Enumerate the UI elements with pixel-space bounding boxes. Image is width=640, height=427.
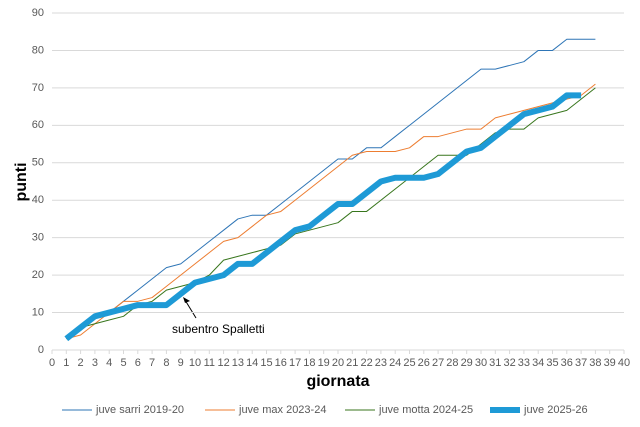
x-tick-label: 15: [260, 357, 272, 369]
x-tick-label: 12: [217, 357, 229, 369]
y-tick-label: 70: [32, 82, 44, 94]
x-tick-label: 19: [318, 357, 330, 369]
x-tick-label: 24: [389, 357, 401, 369]
x-tick-label: 3: [92, 357, 98, 369]
legend-label: juve max 2023-24: [238, 404, 326, 416]
y-tick-label: 40: [32, 194, 44, 206]
x-tick-label: 27: [432, 357, 444, 369]
y-tick-label: 30: [32, 232, 44, 244]
x-tick-label: 14: [246, 357, 258, 369]
x-tick-label: 32: [503, 357, 515, 369]
x-tick-label: 0: [49, 357, 55, 369]
x-tick-label: 13: [232, 357, 244, 369]
x-tick-label: 16: [275, 357, 287, 369]
x-tick-label: 36: [561, 357, 573, 369]
x-tick-label: 1: [63, 357, 69, 369]
series-line: [65, 38, 596, 340]
x-tick-label: 5: [120, 357, 126, 369]
y-tick-label: 20: [32, 269, 44, 281]
legend-label: juve 2025-26: [523, 404, 588, 416]
y-tick-label: 10: [32, 306, 44, 318]
x-tick-label: 28: [446, 357, 458, 369]
x-tick-label: 23: [375, 357, 387, 369]
x-tick-label: 39: [604, 357, 616, 369]
x-tick-label: 35: [546, 357, 558, 369]
series-line: [64, 92, 582, 342]
y-tick-label: 0: [38, 344, 44, 356]
x-tick-label: 7: [149, 357, 155, 369]
x-tick-label: 40: [618, 357, 630, 369]
x-tick-label: 31: [489, 357, 501, 369]
x-tick-label: 4: [106, 357, 112, 369]
x-axis-label: giornata: [306, 373, 369, 390]
x-tick-label: 25: [403, 357, 415, 369]
y-axis-label: punti: [13, 162, 30, 201]
x-tick-label: 10: [189, 357, 201, 369]
annotation: subentro Spalletti: [172, 322, 265, 336]
x-tick-label: 26: [418, 357, 430, 369]
y-tick-label: 90: [32, 7, 44, 19]
x-tick-label: 37: [575, 357, 587, 369]
annotation-arrow: [184, 299, 197, 319]
legend-label: juve motta 2024-25: [378, 404, 473, 416]
y-tick-label: 80: [32, 44, 44, 56]
y-tick-label: 50: [32, 157, 44, 169]
x-tick-label: 21: [346, 357, 358, 369]
x-tick-label: 2: [78, 357, 84, 369]
x-tick-label: 22: [360, 357, 372, 369]
legend-label: juve sarri 2019-20: [95, 404, 184, 416]
x-tick-label: 30: [475, 357, 487, 369]
series-line: [66, 83, 596, 340]
x-tick-label: 9: [178, 357, 184, 369]
x-tick-label: 6: [135, 357, 141, 369]
x-tick-label: 33: [518, 357, 530, 369]
x-tick-label: 20: [332, 357, 344, 369]
x-tick-label: 38: [589, 357, 601, 369]
x-tick-label: 18: [303, 357, 315, 369]
x-tick-label: 8: [163, 357, 169, 369]
x-tick-label: 17: [289, 357, 301, 369]
x-tick-label: 34: [532, 357, 544, 369]
x-tick-label: 11: [204, 357, 215, 369]
y-tick-label: 60: [32, 119, 44, 131]
x-tick-label: 29: [461, 357, 473, 369]
annotation-arrowhead: [183, 297, 190, 303]
